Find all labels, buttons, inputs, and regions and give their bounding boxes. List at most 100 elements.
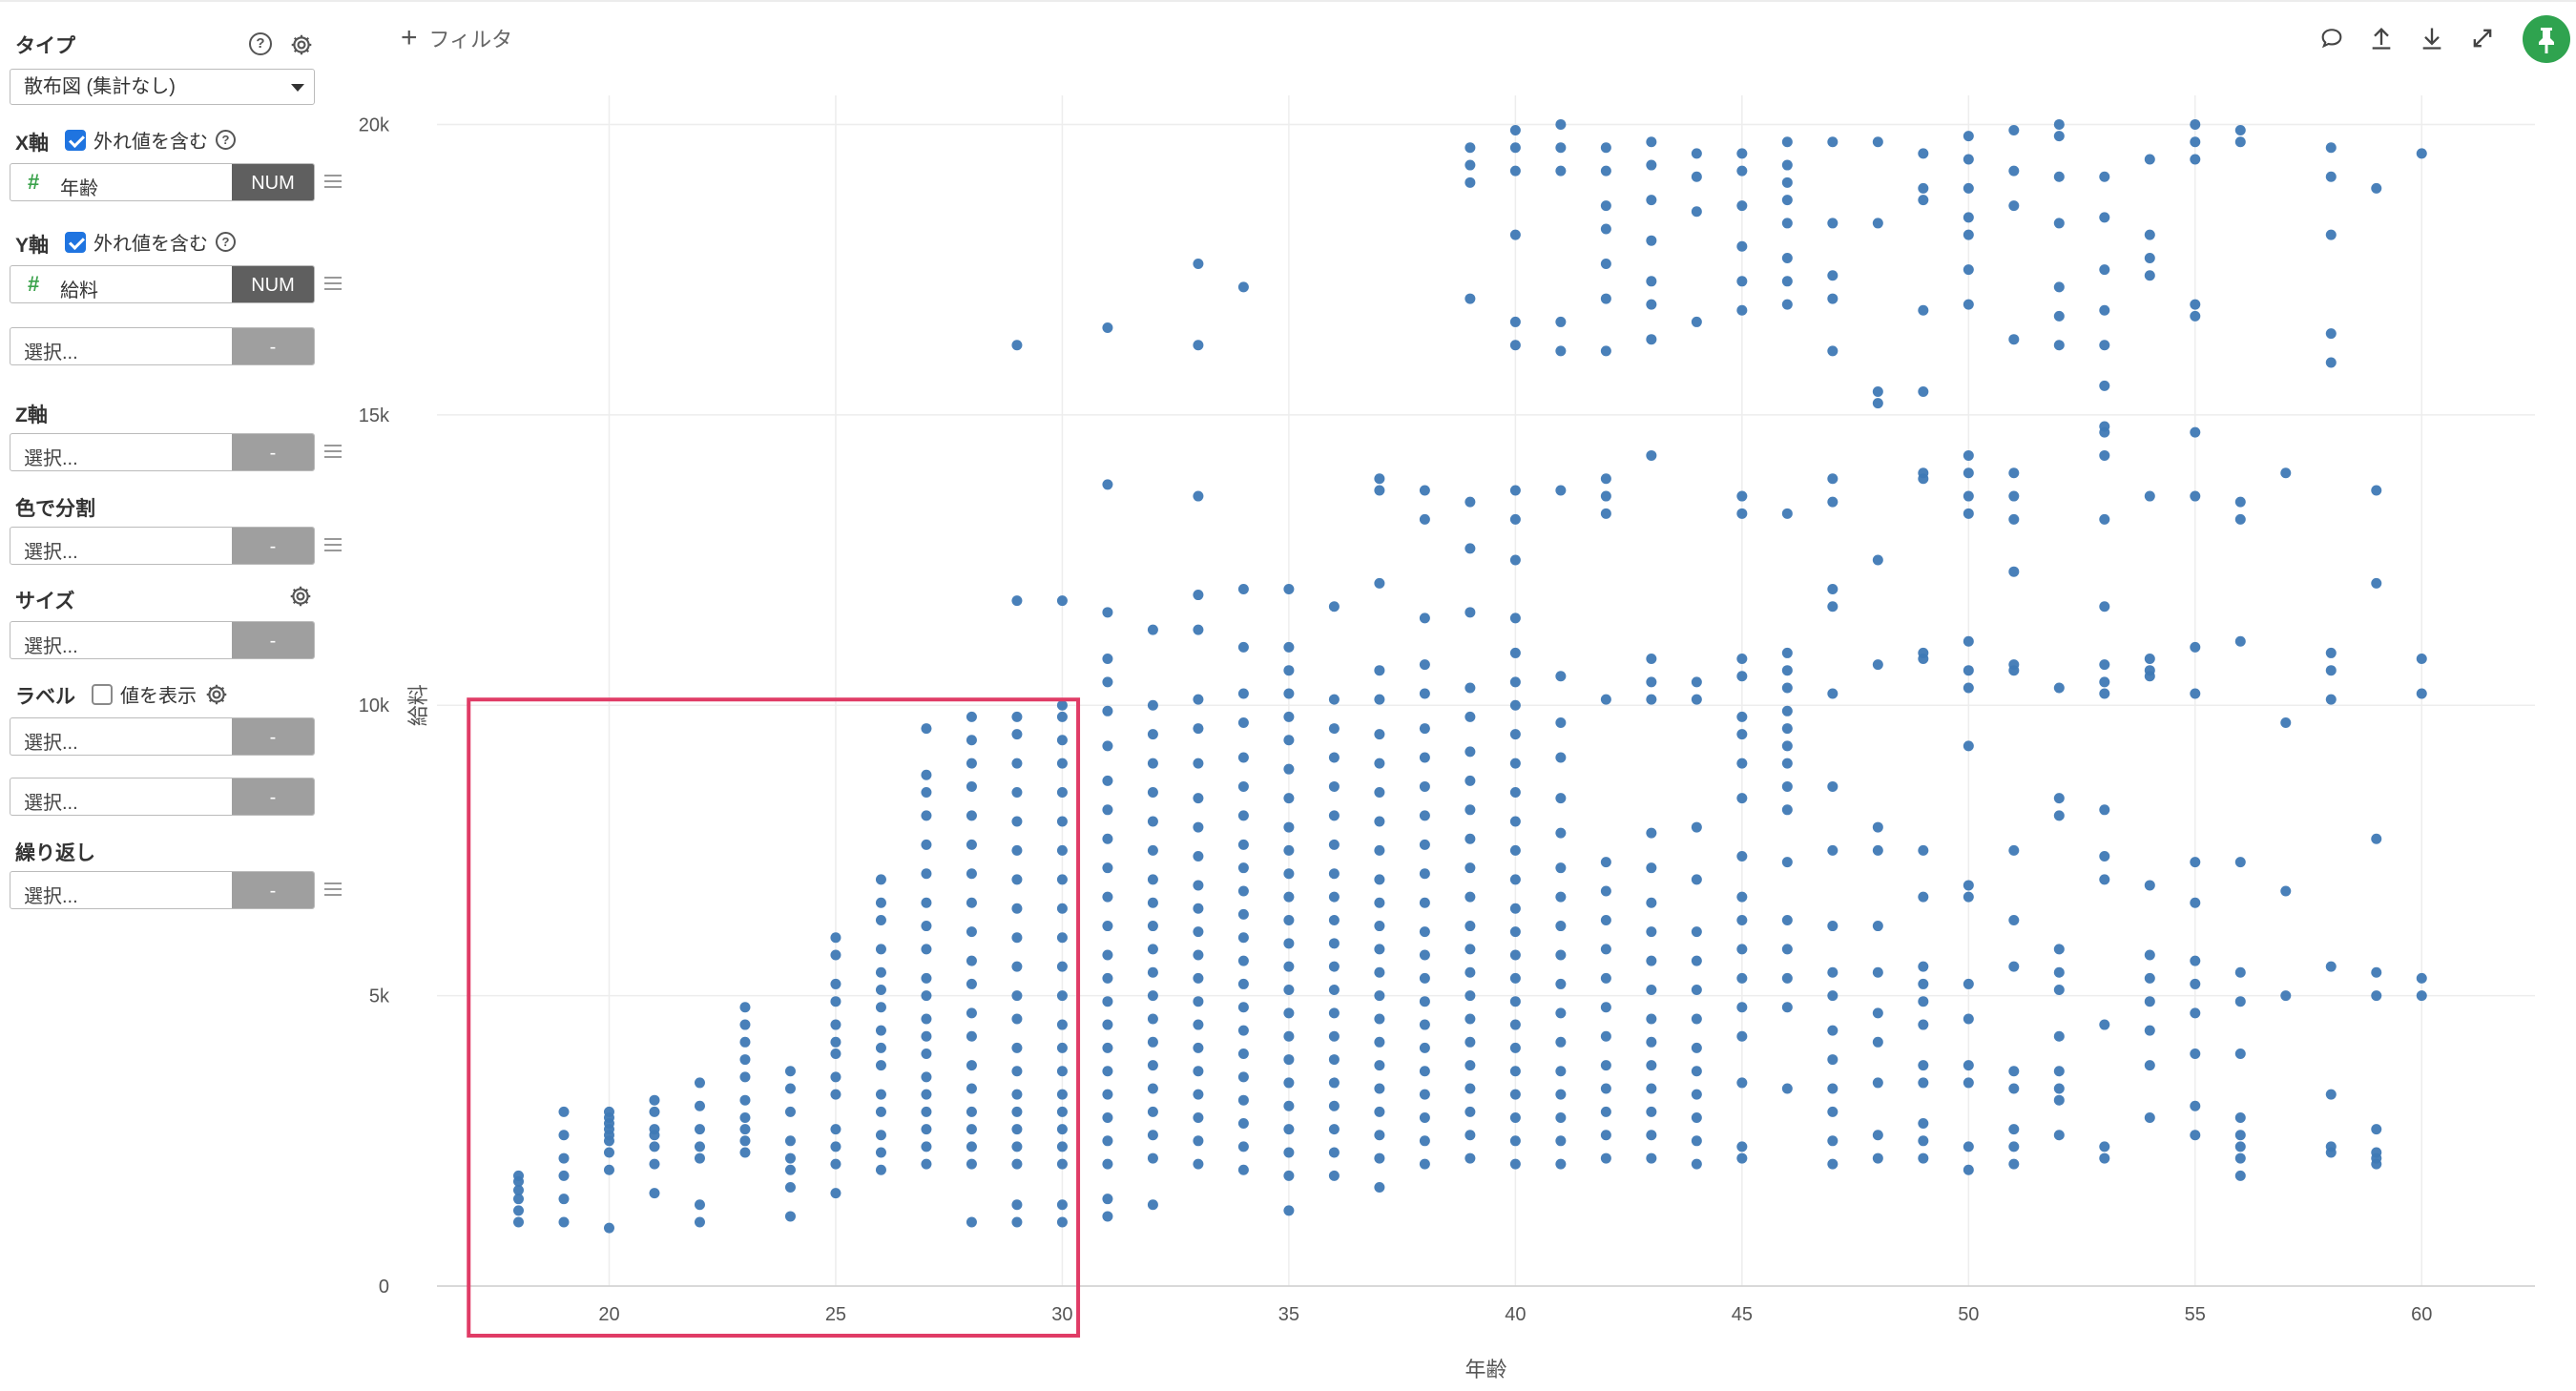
scatter-point[interactable] bbox=[1963, 467, 1974, 479]
scatter-point[interactable] bbox=[1147, 966, 1158, 978]
scatter-point[interactable] bbox=[1736, 671, 1748, 682]
scatter-point[interactable] bbox=[1147, 874, 1158, 885]
scatter-point[interactable] bbox=[694, 1152, 705, 1164]
x-outlier-toggle[interactable]: 外れ値を含む ? bbox=[65, 126, 236, 154]
scatter-point[interactable] bbox=[1328, 868, 1340, 880]
scatter-point[interactable] bbox=[1237, 839, 1249, 850]
scatter-point[interactable] bbox=[1465, 1036, 1476, 1048]
scatter-point[interactable] bbox=[921, 1106, 932, 1117]
scatter-point[interactable] bbox=[875, 1042, 886, 1053]
scatter-point[interactable] bbox=[2325, 1089, 2337, 1100]
scatter-point[interactable] bbox=[1600, 1130, 1611, 1141]
scatter-point[interactable] bbox=[1465, 496, 1476, 508]
scatter-point[interactable] bbox=[2325, 357, 2337, 368]
scatter-point[interactable] bbox=[2371, 990, 2382, 1002]
scatter-point[interactable] bbox=[1465, 293, 1476, 304]
scatter-point[interactable] bbox=[2371, 833, 2382, 844]
scatter-point[interactable] bbox=[1736, 148, 1748, 159]
scatter-point[interactable] bbox=[1465, 1083, 1476, 1094]
scatter-point[interactable] bbox=[2099, 1019, 2110, 1030]
scatter-point[interactable] bbox=[2008, 914, 2020, 925]
scatter-point[interactable] bbox=[830, 1048, 841, 1059]
scatter-point[interactable] bbox=[2280, 990, 2292, 1002]
scatter-point[interactable] bbox=[1691, 821, 1702, 833]
scatter-point[interactable] bbox=[1827, 1158, 1839, 1170]
scatter-point[interactable] bbox=[1011, 595, 1023, 607]
scatter-point[interactable] bbox=[1102, 972, 1113, 984]
scatter-point[interactable] bbox=[1465, 1106, 1476, 1117]
scatter-point[interactable] bbox=[2008, 200, 2020, 212]
scatter-point[interactable] bbox=[1011, 932, 1023, 944]
scatter-point[interactable] bbox=[1509, 1158, 1521, 1170]
scatter-point[interactable] bbox=[2416, 654, 2427, 665]
scatter-point[interactable] bbox=[1555, 1135, 1567, 1147]
scatter-point[interactable] bbox=[1011, 1089, 1023, 1100]
scatter-point[interactable] bbox=[2190, 118, 2201, 130]
scatter-point[interactable] bbox=[1827, 1054, 1839, 1066]
scatter-point[interactable] bbox=[1918, 647, 1929, 658]
scatter-point[interactable] bbox=[2234, 857, 2246, 868]
scatter-point[interactable] bbox=[966, 1124, 977, 1135]
scatter-point[interactable] bbox=[1237, 1002, 1249, 1013]
scatter-point[interactable] bbox=[2144, 252, 2155, 263]
scatter-point[interactable] bbox=[1827, 136, 1839, 148]
scatter-point[interactable] bbox=[1374, 729, 1385, 740]
scatter-point[interactable] bbox=[1011, 787, 1023, 799]
scatter-point[interactable] bbox=[1646, 1130, 1657, 1141]
scatter-point[interactable] bbox=[1419, 780, 1430, 792]
scatter-point[interactable] bbox=[1283, 735, 1295, 746]
scatter-point[interactable] bbox=[1646, 299, 1657, 310]
scatter-point[interactable] bbox=[1963, 880, 1974, 891]
scatter-point[interactable] bbox=[1781, 740, 1793, 752]
scatter-point[interactable] bbox=[1419, 1135, 1430, 1147]
scatter-point[interactable] bbox=[2144, 1025, 2155, 1036]
scatter-point[interactable] bbox=[1419, 949, 1430, 961]
scatter-point[interactable] bbox=[1147, 1013, 1158, 1025]
scatter-point[interactable] bbox=[1781, 176, 1793, 188]
scatter-point[interactable] bbox=[830, 1036, 841, 1048]
scatter-point[interactable] bbox=[2190, 154, 2201, 165]
scatter-point[interactable] bbox=[1237, 716, 1249, 728]
scatter-point[interactable] bbox=[1056, 903, 1068, 914]
scatter-point[interactable] bbox=[1328, 694, 1340, 705]
scatter-point[interactable] bbox=[1781, 944, 1793, 955]
scatter-point[interactable] bbox=[2144, 654, 2155, 665]
scatter-point[interactable] bbox=[1646, 136, 1657, 148]
scatter-point[interactable] bbox=[1781, 299, 1793, 310]
pin-button[interactable] bbox=[2523, 15, 2570, 63]
scatter-point[interactable] bbox=[1102, 740, 1113, 752]
scatter-point[interactable] bbox=[921, 897, 932, 908]
scatter-point[interactable] bbox=[1465, 176, 1476, 188]
scatter-point[interactable] bbox=[2099, 340, 2110, 351]
upload-icon[interactable] bbox=[2368, 25, 2395, 52]
scatter-point[interactable] bbox=[2008, 1124, 2020, 1135]
scatter-point[interactable] bbox=[1600, 142, 1611, 154]
scatter-point[interactable] bbox=[1237, 1164, 1249, 1175]
scatter-point[interactable] bbox=[1374, 787, 1385, 799]
scatter-point[interactable] bbox=[1963, 182, 1974, 194]
scatter-point[interactable] bbox=[1328, 1147, 1340, 1158]
scatter-point[interactable] bbox=[1328, 961, 1340, 972]
scatter-point[interactable] bbox=[1736, 1077, 1748, 1089]
scatter-point[interactable] bbox=[1646, 1036, 1657, 1048]
scatter-point[interactable] bbox=[2008, 659, 2020, 671]
scatter-point[interactable] bbox=[1963, 154, 1974, 165]
scatter-point[interactable] bbox=[1509, 874, 1521, 885]
scatter-point[interactable] bbox=[1691, 316, 1702, 327]
scatter-point[interactable] bbox=[1465, 746, 1476, 758]
y-axis-field[interactable]: # 給料 NUM bbox=[10, 265, 315, 303]
scatter-point[interactable] bbox=[1691, 1111, 1702, 1123]
scatter-point[interactable] bbox=[1193, 1158, 1204, 1170]
scatter-point[interactable] bbox=[966, 735, 977, 746]
scatter-point[interactable] bbox=[1419, 868, 1430, 880]
scatter-point[interactable] bbox=[558, 1106, 570, 1117]
scatter-point[interactable] bbox=[512, 1194, 524, 1205]
scatter-point[interactable] bbox=[1963, 449, 1974, 461]
scatter-point[interactable] bbox=[1555, 1089, 1567, 1100]
scatter-point[interactable] bbox=[1102, 1194, 1113, 1205]
scatter-point[interactable] bbox=[875, 897, 886, 908]
scatter-point[interactable] bbox=[1827, 966, 1839, 978]
scatter-point[interactable] bbox=[1827, 1083, 1839, 1094]
scatter-point[interactable] bbox=[2144, 270, 2155, 281]
scatter-point[interactable] bbox=[1781, 705, 1793, 716]
